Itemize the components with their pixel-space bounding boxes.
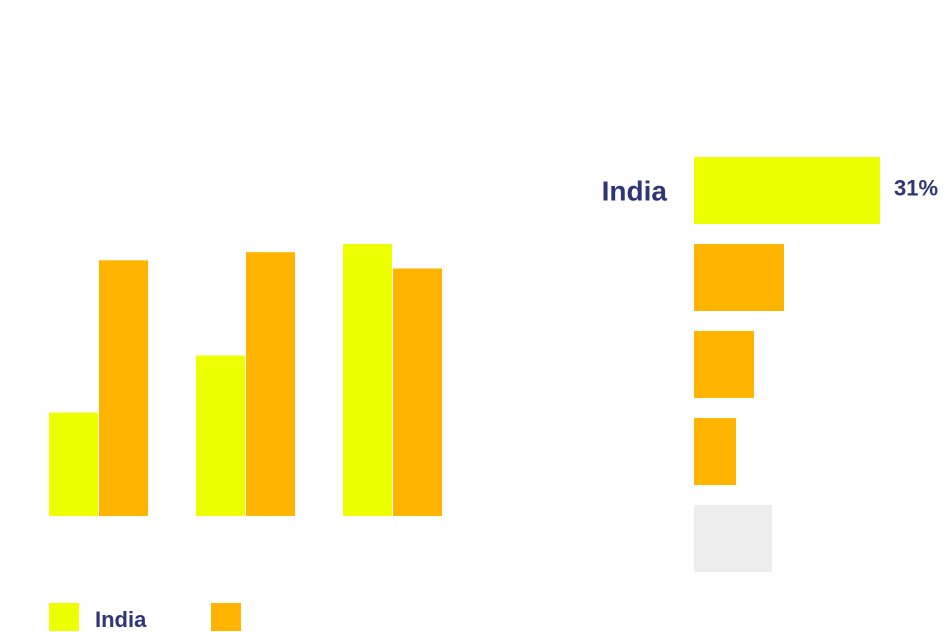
bar-group-1-series-2 bbox=[99, 260, 148, 516]
hbar-4 bbox=[694, 418, 736, 485]
bar-group-3-series-2 bbox=[393, 268, 442, 516]
bar-group-2-series-2 bbox=[246, 252, 295, 516]
hbar-3 bbox=[694, 331, 754, 398]
legend-swatch-2 bbox=[211, 603, 241, 631]
bar-group-3-series-1 bbox=[343, 244, 392, 516]
legend-swatch-1 bbox=[49, 603, 79, 631]
grouped-bar-chart bbox=[49, 244, 442, 516]
hbar-value-label-1: 31% bbox=[894, 176, 938, 201]
legend-label-1: India bbox=[95, 607, 147, 632]
hbar-1 bbox=[694, 157, 880, 224]
hbar-category-label-1: India bbox=[602, 176, 668, 207]
hbar-2 bbox=[694, 244, 784, 311]
chart-legend: India bbox=[49, 603, 241, 632]
hbar-5 bbox=[694, 505, 772, 572]
bar-group-1-series-1 bbox=[49, 412, 98, 516]
horizontal-bar-chart: India 31% bbox=[602, 157, 938, 572]
bar-group-2-series-1 bbox=[196, 355, 245, 516]
